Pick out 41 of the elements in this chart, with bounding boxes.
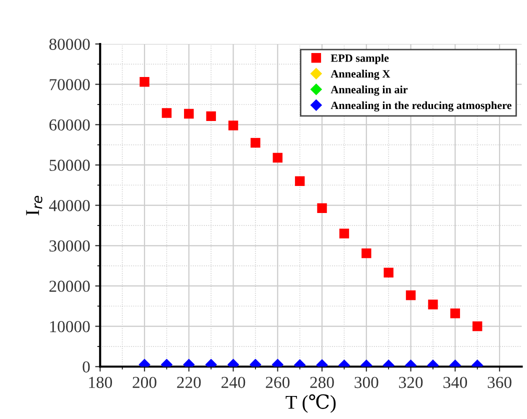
point — [317, 203, 327, 213]
y-axis-title: I$_{re}$ — [26, 196, 42, 216]
y-tick-label: 80000 — [49, 38, 90, 50]
x-axis-title: T (℃) — [286, 394, 336, 413]
y-tick-label: 50000 — [50, 160, 90, 171]
y-tick-label: 30000 — [50, 240, 90, 252]
point — [384, 268, 394, 278]
y-tick-label: 20000 — [49, 280, 90, 292]
y-tick-label: 40000 — [49, 200, 90, 212]
point — [272, 152, 283, 163]
x-tick-label: 320 — [399, 376, 423, 388]
x-tick-label: 340 — [443, 376, 468, 388]
x-tick-label: 360 — [488, 376, 512, 388]
y-tick-label: 10000 — [50, 320, 90, 332]
x-tick-label: 220 — [177, 376, 201, 388]
point — [250, 138, 260, 148]
legend-label: Annealing in air — [330, 86, 408, 96]
x-tick-label: 240 — [222, 376, 246, 388]
legend-label: Annealing in the reducing atmosphere — [330, 101, 512, 112]
point — [140, 77, 150, 87]
point — [339, 228, 350, 238]
point — [162, 108, 172, 118]
legend-label: Annealing X — [330, 70, 390, 80]
x-tick-label: 260 — [266, 376, 290, 388]
point — [184, 108, 194, 119]
y-tick-label: 0 — [82, 361, 90, 373]
x-tick-label: 280 — [310, 376, 334, 388]
x-tick-label: 180 — [89, 376, 112, 388]
y-tick-label: 70000 — [50, 79, 90, 90]
point — [406, 290, 416, 300]
point — [362, 248, 372, 258]
point — [294, 176, 305, 186]
point — [428, 300, 438, 310]
y-tick-label: 60000 — [49, 119, 90, 131]
x-tick-label: 200 — [132, 376, 156, 388]
point — [450, 308, 460, 318]
point — [472, 321, 482, 332]
legend-label: EPD sample — [330, 54, 389, 64]
x-tick-label: 300 — [354, 376, 378, 388]
point — [206, 111, 216, 122]
point — [228, 120, 238, 130]
